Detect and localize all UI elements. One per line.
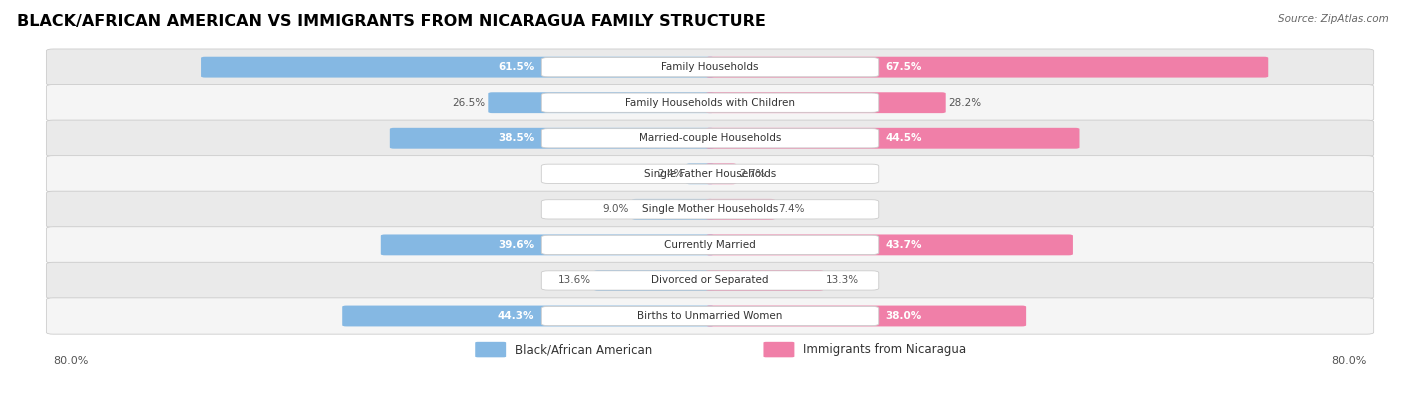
FancyBboxPatch shape [46,156,1374,192]
FancyBboxPatch shape [706,306,1026,326]
FancyBboxPatch shape [541,271,879,290]
Text: Single Mother Households: Single Mother Households [643,204,778,214]
FancyBboxPatch shape [686,164,714,184]
FancyBboxPatch shape [541,164,879,183]
FancyBboxPatch shape [541,307,879,325]
Text: Immigrants from Nicaragua: Immigrants from Nicaragua [803,343,966,356]
FancyBboxPatch shape [631,199,714,220]
FancyBboxPatch shape [706,270,824,291]
FancyBboxPatch shape [541,200,879,219]
Text: Births to Unmarried Women: Births to Unmarried Women [637,311,783,321]
Text: Single Father Households: Single Father Households [644,169,776,179]
FancyBboxPatch shape [595,270,714,291]
Text: Family Households: Family Households [661,62,759,72]
FancyBboxPatch shape [46,85,1374,121]
Text: Source: ZipAtlas.com: Source: ZipAtlas.com [1278,14,1389,24]
Text: 38.5%: 38.5% [498,133,534,143]
FancyBboxPatch shape [488,92,714,113]
Text: 2.4%: 2.4% [657,169,683,179]
FancyBboxPatch shape [389,128,714,149]
Text: 38.0%: 38.0% [886,311,922,321]
FancyBboxPatch shape [541,93,879,112]
FancyBboxPatch shape [46,191,1374,228]
FancyBboxPatch shape [706,199,775,220]
Text: 7.4%: 7.4% [778,204,804,214]
Text: Currently Married: Currently Married [664,240,756,250]
FancyBboxPatch shape [541,129,879,148]
Text: 13.6%: 13.6% [558,275,592,286]
Text: Married-couple Households: Married-couple Households [638,133,782,143]
FancyBboxPatch shape [706,164,737,184]
FancyBboxPatch shape [381,235,714,255]
FancyBboxPatch shape [46,120,1374,156]
FancyBboxPatch shape [342,306,714,326]
FancyBboxPatch shape [763,342,794,357]
Text: 28.2%: 28.2% [949,98,981,108]
Text: 61.5%: 61.5% [498,62,534,72]
FancyBboxPatch shape [706,92,946,113]
Text: 26.5%: 26.5% [453,98,485,108]
Text: 2.7%: 2.7% [740,169,766,179]
FancyBboxPatch shape [541,58,879,77]
Text: 9.0%: 9.0% [603,204,628,214]
FancyBboxPatch shape [541,235,879,254]
FancyBboxPatch shape [475,342,506,357]
Text: Black/African American: Black/African American [515,343,652,356]
Text: BLACK/AFRICAN AMERICAN VS IMMIGRANTS FROM NICARAGUA FAMILY STRUCTURE: BLACK/AFRICAN AMERICAN VS IMMIGRANTS FRO… [17,14,766,29]
Text: 13.3%: 13.3% [827,275,859,286]
Text: Divorced or Separated: Divorced or Separated [651,275,769,286]
FancyBboxPatch shape [706,128,1080,149]
Text: 44.5%: 44.5% [886,133,922,143]
FancyBboxPatch shape [46,298,1374,334]
Text: 43.7%: 43.7% [886,240,922,250]
FancyBboxPatch shape [46,262,1374,299]
FancyBboxPatch shape [46,227,1374,263]
Text: 80.0%: 80.0% [53,356,89,365]
Text: 39.6%: 39.6% [498,240,534,250]
Text: Family Households with Children: Family Households with Children [626,98,794,108]
FancyBboxPatch shape [706,235,1073,255]
FancyBboxPatch shape [706,57,1268,77]
Text: 80.0%: 80.0% [1331,356,1367,365]
Text: 44.3%: 44.3% [498,311,534,321]
Text: 67.5%: 67.5% [886,62,922,72]
FancyBboxPatch shape [201,57,714,77]
FancyBboxPatch shape [46,49,1374,85]
